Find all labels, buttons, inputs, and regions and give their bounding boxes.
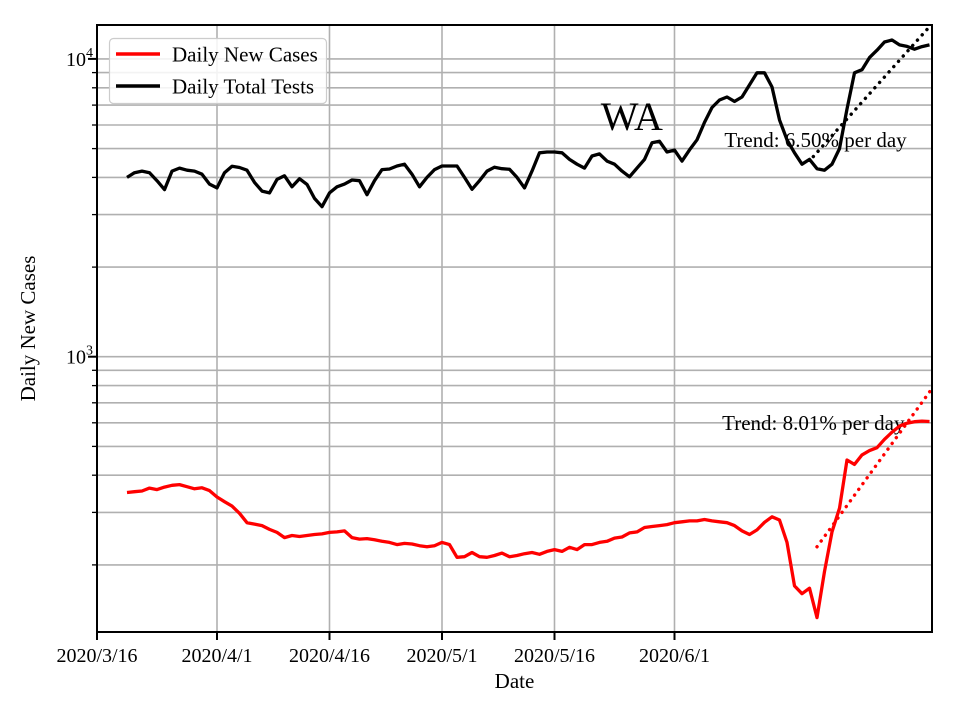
x-axis-label: Date bbox=[495, 669, 535, 693]
legend-box bbox=[108, 37, 328, 105]
x-tick-label: 2020/3/16 bbox=[56, 645, 137, 667]
x-tick-label: 2020/4/16 bbox=[289, 645, 370, 667]
cases-trend-annotation: Trend: 8.01% per day bbox=[722, 411, 905, 435]
series-daily-new-cases bbox=[126, 419, 930, 620]
legend: Daily New Cases Daily Total Tests bbox=[108, 37, 328, 105]
tests-trend-annotation: Trend: 6.50% per day bbox=[724, 128, 907, 152]
x-tick-label: 2020/4/1 bbox=[181, 645, 252, 667]
legend-entry-label: Daily Total Tests bbox=[172, 75, 314, 99]
gridlines bbox=[96, 25, 932, 632]
tests-trend-line bbox=[811, 25, 932, 159]
tick-marks bbox=[88, 57, 676, 640]
state-annotation: WA bbox=[601, 94, 663, 139]
y-axis-label: Daily New Cases bbox=[16, 256, 40, 402]
series-daily-total-tests bbox=[126, 38, 930, 209]
cases-trend-line bbox=[815, 387, 932, 549]
annotations: WA Trend: 6.50% per day Trend: 8.01% per d… bbox=[601, 94, 907, 435]
tick-labels: 2020/3/16 2020/4/1 2020/4/16 2020/5/1 2020/5… bbox=[56, 46, 710, 667]
y-tick-label: 104 bbox=[66, 46, 93, 71]
y-tick-label: 103 bbox=[66, 344, 93, 369]
x-tick-label: 2020/5/16 bbox=[514, 645, 595, 667]
x-tick-label: 2020/6/1 bbox=[639, 645, 710, 667]
plot-border bbox=[96, 24, 933, 633]
legend-entry-label: Daily New Cases bbox=[172, 43, 318, 67]
x-tick-label: 2020/5/1 bbox=[406, 645, 477, 667]
series-lines bbox=[126, 25, 932, 620]
